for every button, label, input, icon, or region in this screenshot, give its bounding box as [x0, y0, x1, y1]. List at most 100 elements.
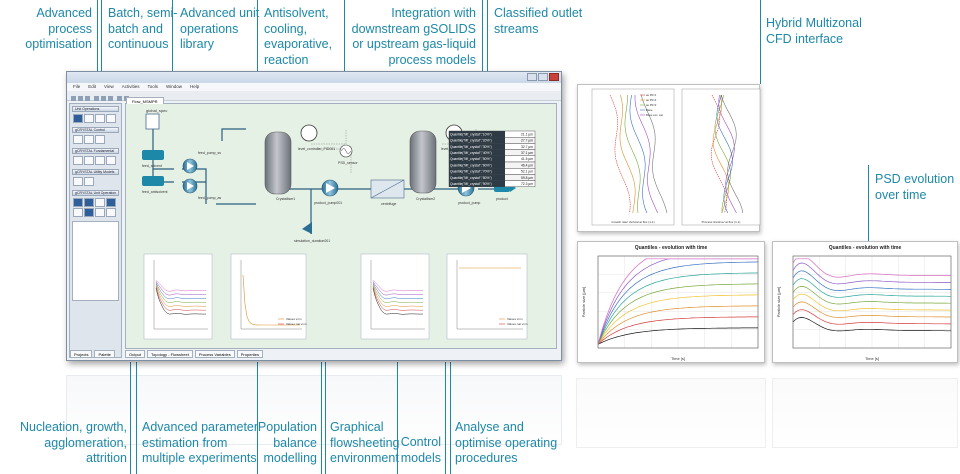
global-spec-icon[interactable]: global_spec	[145, 108, 167, 130]
callout-line	[760, 0, 761, 84]
table-cell	[449, 143, 505, 150]
product-pump-icon[interactable]: product_pump001	[314, 179, 342, 205]
mini-plot-frame	[230, 253, 307, 340]
mini-plot-frame	[143, 253, 213, 340]
axis-label: Growth rate/ Vertical at flux (1-1)	[611, 220, 654, 224]
svg-text:global_spec: global_spec	[146, 108, 167, 113]
table-cell-value: 21.1 µm	[521, 132, 533, 136]
palette-item[interactable]	[84, 135, 94, 144]
feed-solvent-tank-icon[interactable]: feed_solvent	[142, 150, 164, 168]
feed-pump-as-icon[interactable]: feed_pump_as	[182, 178, 221, 200]
table-cell-label: Quantile("Mf_crystal","50%")	[450, 157, 492, 161]
psd-chart: Time [s] Particle size [µm]	[776, 255, 952, 361]
quantile-series-line	[792, 293, 951, 312]
chart-title: Quantiles - evolution with time	[634, 245, 708, 251]
feed-antisolvent-tank-icon[interactable]: feed_antisolvent	[142, 176, 168, 194]
cfd-profile-line	[640, 94, 668, 214]
palette-item[interactable]	[106, 114, 116, 123]
palette-item[interactable]	[95, 156, 105, 165]
tab-palette[interactable]: Palette	[94, 350, 115, 358]
palette-item[interactable]	[73, 114, 83, 123]
palette-item[interactable]	[84, 114, 94, 123]
palette-item[interactable]	[95, 208, 105, 217]
simulation-duration-icon[interactable]: simulation_duration001	[294, 222, 330, 243]
cfd-profile-line	[634, 95, 658, 214]
palette-item[interactable]	[95, 114, 105, 123]
table-cell-value: 46.4 µm	[521, 163, 533, 167]
callout-line	[97, 0, 98, 72]
mini-plot-series	[155, 280, 207, 292]
tab-process-variables[interactable]: Process Variables	[194, 350, 235, 358]
callout-integration: Integration with downstream gSOLIDS or u…	[351, 6, 476, 67]
palette-item[interactable]	[106, 156, 116, 165]
palette-item[interactable]	[84, 198, 94, 207]
palette-section[interactable]: gCRYSTAL Utility Models	[72, 169, 119, 175]
quantile-results-table: Quantile("Mf_crystal","10%") 21.1 µm Quant…	[448, 130, 536, 187]
palette-item[interactable]	[95, 135, 105, 144]
y-axis-label: Particle size [µm]	[776, 287, 781, 318]
table-cell-label: Quantile("Mf_crystal","40%")	[450, 151, 492, 155]
flowsheet-tab[interactable]: Flow_MSMPR	[126, 97, 164, 104]
palette-item[interactable]	[84, 177, 94, 186]
mini-plot-series	[155, 282, 207, 300]
callout-control-models: Control models	[400, 435, 441, 465]
menu-edit[interactable]: Edit	[88, 84, 97, 89]
quantile-series-line	[597, 261, 759, 345]
menu-tools[interactable]: Tools	[147, 84, 158, 89]
palette-section[interactable]: gCRYSTAL Unit Operation	[72, 190, 119, 196]
callout-line	[487, 0, 488, 72]
menu-window[interactable]: Window	[166, 84, 183, 89]
tab-topology[interactable]: Topology - Flowsheet	[147, 350, 193, 358]
crystalliser1-vessel-icon[interactable]: Crystalliser1	[264, 131, 295, 201]
menu-activities[interactable]: Activities	[121, 84, 140, 89]
callout-line	[868, 165, 869, 241]
maximize-button[interactable]	[538, 73, 548, 81]
palette-item[interactable]	[73, 198, 83, 207]
flowsheet-diagram[interactable]: global_spec	[126, 104, 558, 350]
quantile-series-line	[792, 317, 951, 332]
palette-item[interactable]	[106, 198, 116, 207]
plot-frame	[597, 255, 759, 349]
window-controls	[527, 73, 559, 81]
palette-item[interactable]	[73, 177, 83, 186]
callout-line	[130, 362, 131, 474]
quantile-series-line	[597, 294, 758, 345]
palette-item[interactable]	[106, 208, 116, 217]
table-cell-label: Quantile("Mf_crystal","80%")	[450, 176, 492, 180]
menu-view[interactable]: View	[104, 84, 114, 89]
level-controller-icon[interactable]: level_controller_PID001	[298, 124, 335, 151]
table-cell	[449, 131, 505, 138]
cfd-profile-line	[720, 94, 744, 214]
table-cell-label: Quantile("Mf_crystal","20%")	[450, 139, 492, 143]
palette-item[interactable]	[73, 135, 83, 144]
centrifuge-filter-icon[interactable]: centrifuge	[370, 179, 405, 206]
callout-line	[344, 0, 345, 72]
close-button[interactable]	[549, 73, 559, 81]
callout-line	[257, 0, 258, 72]
feed-pump-ss-icon[interactable]: feed_pump_ss	[182, 151, 221, 174]
legend-label: Base	[646, 108, 653, 112]
crystalliser2-vessel-icon[interactable]: Crystalliser2	[409, 130, 437, 201]
palette-section[interactable]: gCRYSTAL Fundamental	[72, 148, 119, 154]
menu-help[interactable]: Help	[190, 84, 200, 89]
table-cell	[449, 174, 505, 181]
palette-item[interactable]	[73, 156, 83, 165]
psd-sensor-icon[interactable]: PSD_sensor	[338, 144, 358, 165]
flowsheet-canvas[interactable]: Flow_MSMPR global_spec	[125, 97, 558, 350]
palette-item[interactable]	[95, 198, 105, 207]
callout-mechanisms: Nucleation, growth, agglomeration, attri…	[19, 420, 127, 465]
tab-output[interactable]: Output	[125, 350, 146, 358]
cfd-profile-line	[712, 94, 730, 214]
quantile-series-line	[597, 316, 758, 345]
tab-properties[interactable]: Properties	[236, 350, 263, 358]
palette-item[interactable]	[73, 208, 83, 217]
palette-section[interactable]: gCRYSTAL Control	[72, 127, 119, 133]
palette-item[interactable]	[84, 156, 94, 165]
palette-item[interactable]	[84, 208, 94, 217]
legend-label: Base exc. sat	[646, 113, 663, 117]
menu-file[interactable]: File	[73, 84, 81, 89]
palette-section[interactable]: Unit Operations	[72, 106, 119, 112]
minimize-button[interactable]	[527, 73, 537, 81]
tab-projects[interactable]: Projects	[70, 350, 93, 358]
